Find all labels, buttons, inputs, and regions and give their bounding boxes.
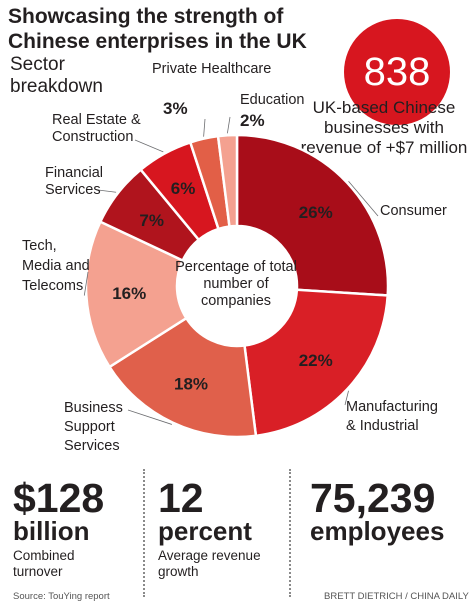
label-business-support: Business Support Services xyxy=(64,400,123,454)
slice-value-realestate: 6% xyxy=(171,179,196,198)
value-education: 2% xyxy=(240,111,265,130)
credit-note: BRETT DIETRICH / CHINA DAILY xyxy=(324,591,469,602)
highlight-caption: UK-based Chinese businesses with revenue… xyxy=(300,98,468,157)
label-financial-services: Financial Services xyxy=(45,165,104,198)
stat-turnover-value: $128 xyxy=(13,475,105,521)
stat-employees-unit: employees xyxy=(310,516,445,546)
slice-value-consumer: 26% xyxy=(299,203,333,222)
slice-value-labels: 26% 22% 18% 16% 7% 6% xyxy=(112,179,333,394)
label-private-healthcare: Private Healthcare xyxy=(152,61,272,77)
donut-slice-consumer xyxy=(235,133,390,297)
leader-line-business xyxy=(127,409,172,425)
leader-lines xyxy=(83,116,379,425)
donut-center-label: Percentage of total number of companies xyxy=(175,259,297,309)
leader-line-financial xyxy=(97,189,117,193)
donut-slice-education xyxy=(216,133,239,228)
chart-title: Showcasing the strength of Chinese enter… xyxy=(8,5,307,53)
stat-growth-value: 12 xyxy=(158,475,204,521)
label-manufacturing: Manufacturing & Industrial xyxy=(346,399,438,434)
label-tech-media: Tech, Media and Telecoms xyxy=(22,238,90,294)
label-education: Education xyxy=(240,92,305,108)
slice-value-manufacturing: 22% xyxy=(299,351,333,370)
stat-divider xyxy=(289,469,291,597)
slice-value-financial: 7% xyxy=(139,211,164,230)
donut-slice-business xyxy=(107,316,258,439)
leader-line-education xyxy=(226,116,231,134)
stat-employees-value: 75,239 xyxy=(310,475,436,521)
stat-growth-desc: Average revenue growth xyxy=(158,548,261,579)
slice-value-business: 18% xyxy=(174,375,208,394)
leader-line-healthcare xyxy=(203,118,206,137)
label-real-estate: Real Estate & Construction xyxy=(52,112,141,145)
stat-turnover-desc: Combined turnover xyxy=(13,548,75,579)
slice-value-tech: 16% xyxy=(112,284,146,303)
source-note: Source: TouYing report xyxy=(13,591,110,602)
stat-growth-unit: percent xyxy=(158,516,252,546)
leader-line-tech xyxy=(83,271,89,296)
label-consumer: Consumer xyxy=(380,203,447,219)
leader-line-consumer xyxy=(348,181,379,217)
leader-line-realestate xyxy=(134,139,164,153)
highlight-number-circle: 838 xyxy=(344,19,450,125)
stat-divider xyxy=(143,469,145,597)
donut-slices xyxy=(84,133,390,439)
donut-chart: 26% 22% 18% 16% 7% 6% xyxy=(83,116,390,439)
value-private-healthcare: 3% xyxy=(163,99,188,118)
donut-slice-manufacturing xyxy=(243,288,390,438)
stat-turnover-unit: billion xyxy=(13,516,90,546)
chart-subtitle: Sector breakdown xyxy=(10,54,103,97)
donut-slice-tech xyxy=(84,220,189,369)
leader-line-manufacturing xyxy=(344,390,349,406)
